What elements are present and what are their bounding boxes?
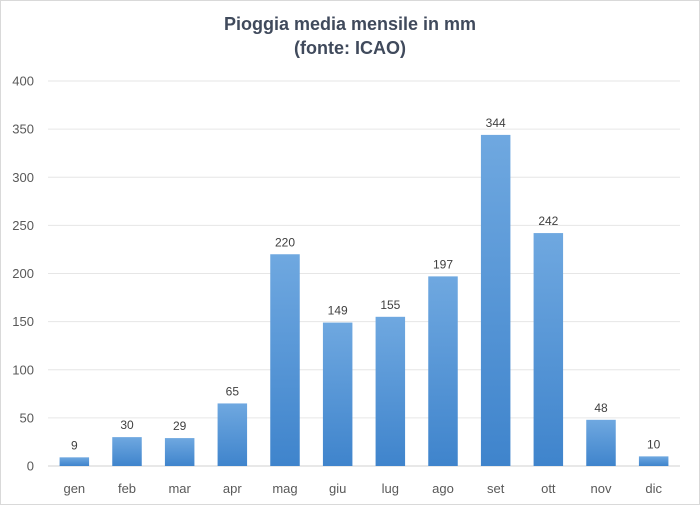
bars	[59, 134, 669, 466]
data-labels: 9 30 29 65 220 149 155 197 344 242 48 10	[71, 116, 661, 452]
data-label-gen: 9	[71, 438, 78, 452]
data-label-ott: 242	[538, 214, 558, 228]
data-label-feb: 30	[120, 418, 134, 432]
x-axis: gen feb mar apr mag giu lug ago set ott nov dic	[63, 481, 662, 496]
y-tick-label: 150	[12, 314, 34, 329]
bar-lug	[375, 316, 406, 466]
data-label-dic: 10	[647, 437, 661, 451]
data-label-mar: 29	[173, 419, 187, 433]
data-label-lug: 155	[380, 298, 400, 312]
x-tick-label: mar	[168, 481, 191, 496]
bar-ago	[428, 276, 458, 466]
x-tick-label: mag	[272, 481, 297, 496]
data-label-mag: 220	[275, 235, 295, 249]
bar-apr	[217, 403, 248, 466]
x-tick-label: ott	[541, 481, 556, 496]
y-tick-label: 350	[12, 122, 34, 137]
gridlines	[48, 80, 680, 467]
data-label-giu: 149	[328, 304, 348, 318]
x-tick-label: nov	[591, 481, 612, 496]
x-tick-label: feb	[118, 481, 136, 496]
bar-nov	[586, 419, 616, 466]
bar-feb	[112, 437, 142, 466]
x-tick-label: dic	[645, 481, 662, 496]
y-tick-label: 300	[12, 170, 34, 185]
x-tick-label: ago	[432, 481, 454, 496]
chart-subtitle: (fonte: ICAO)	[294, 38, 406, 58]
y-tick-label: 400	[12, 74, 34, 89]
x-tick-label: set	[487, 481, 505, 496]
bar-ott	[533, 233, 564, 466]
x-tick-label: lug	[382, 481, 399, 496]
y-tick-label: 200	[12, 266, 34, 281]
x-tick-label: gen	[63, 481, 85, 496]
data-label-apr: 65	[226, 384, 240, 398]
bar-dic	[638, 456, 669, 466]
y-tick-label: 50	[20, 410, 34, 425]
y-tick-label: 250	[12, 218, 34, 233]
x-tick-label: giu	[329, 481, 346, 496]
y-tick-label: 0	[27, 459, 34, 474]
bar-giu	[322, 322, 353, 466]
data-label-ago: 197	[433, 257, 453, 271]
bar-mag	[270, 254, 300, 466]
bar-mar	[164, 438, 195, 466]
x-tick-label: apr	[223, 481, 242, 496]
bar-set	[480, 134, 511, 466]
bar-gen	[59, 457, 90, 466]
data-label-set: 344	[486, 116, 506, 130]
y-axis: 0 50 100 150 200 250 300 350 400	[12, 74, 34, 474]
chart-title: Pioggia media mensile in mm	[223, 14, 477, 34]
y-tick-label: 100	[12, 362, 34, 377]
data-label-nov: 48	[594, 401, 608, 415]
